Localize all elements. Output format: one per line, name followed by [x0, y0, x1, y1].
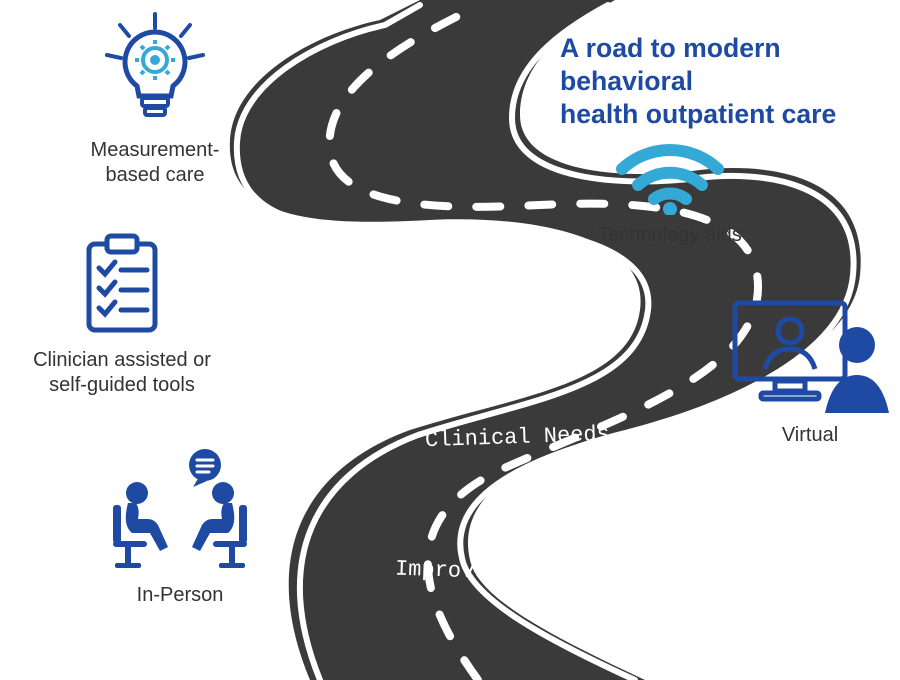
item-clinician-label-2: self-guided tools	[49, 374, 195, 396]
item-tech-label: Technology aids	[598, 224, 741, 246]
item-measurement-label-2: based care	[106, 164, 205, 186]
item-measurement: Measurement- based care	[55, 10, 255, 188]
item-virtual-label: Virtual	[782, 424, 838, 446]
page-title-line1: A road to modern behavioral	[560, 32, 900, 98]
page-title: A road to modern behavioral health outpa…	[560, 32, 900, 132]
clipboard-checklist-icon	[67, 230, 177, 340]
item-measurement-label-1: Measurement-	[91, 139, 220, 161]
item-tech: Technology aids	[570, 135, 770, 248]
item-inperson-label: In-Person	[137, 584, 224, 606]
item-clinician-label-1: Clinician assisted or	[33, 349, 211, 371]
wifi-icon	[610, 135, 730, 215]
virtual-monitor-icon	[725, 295, 895, 415]
in-person-meeting-icon	[95, 445, 265, 575]
lightbulb-gear-icon	[95, 10, 215, 130]
item-inperson: In-Person	[80, 445, 280, 608]
infographic-stage: Family Choice Clinical Needs Improved Ac…	[0, 0, 900, 680]
item-clinician: Clinician assisted or self-guided tools	[22, 230, 222, 398]
item-virtual: Virtual	[710, 295, 900, 448]
page-title-line2: health outpatient care	[560, 98, 900, 131]
